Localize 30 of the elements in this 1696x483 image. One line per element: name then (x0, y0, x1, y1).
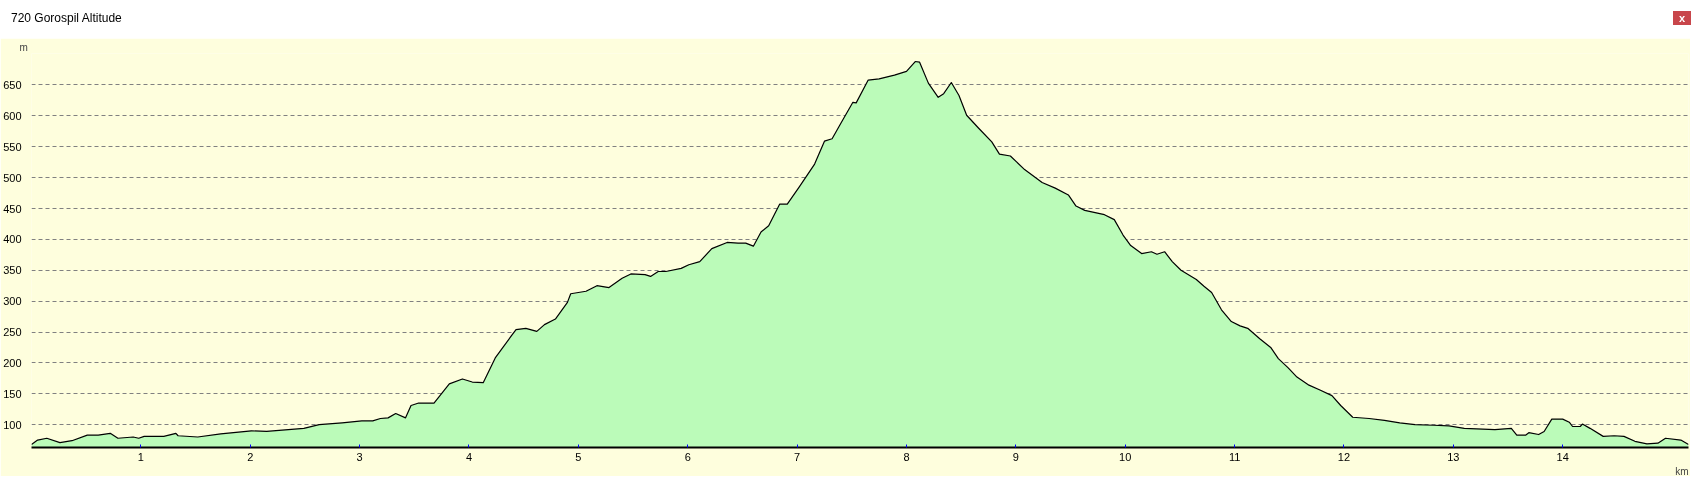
y-tick-label: 250 (3, 326, 22, 339)
x-tick-label: 4 (465, 450, 473, 463)
y-tick-label: 350 (3, 264, 22, 277)
x-axis-title: km (1675, 465, 1689, 477)
x-tick-label: 5 (575, 450, 582, 463)
x-tick-label: 13 (1447, 450, 1460, 463)
y-tick-label: 450 (3, 202, 22, 215)
y-tick-label: 600 (3, 109, 22, 122)
x-tick-label: 8 (903, 450, 910, 463)
x-tick-label: 12 (1337, 450, 1351, 463)
y-tick-label: 150 (3, 387, 22, 400)
x-tick-label: 1 (137, 450, 144, 463)
y-tick-label: 500 (3, 171, 22, 184)
y-tick-label: 100 (3, 418, 22, 431)
x-tick-label: 6 (684, 450, 691, 463)
y-tick-label: 550 (3, 140, 22, 153)
x-tick-label: 14 (1556, 450, 1569, 463)
text: x (1672, 11, 1691, 26)
chart-title: 720 Gorospil Altitude (11, 10, 122, 28)
y-tick-label: 400 (3, 233, 22, 246)
y-tick-label: 650 (3, 79, 22, 91)
x-tick-label: 3 (356, 450, 363, 463)
y-tick-label: 200 (3, 356, 22, 369)
x-tick-label: 2 (247, 450, 254, 463)
x-tick-label: 7 (794, 450, 801, 463)
x-tick-label: 11 (1228, 450, 1241, 463)
y-axis-title: m (19, 41, 28, 53)
y-tick-label: 300 (3, 295, 22, 308)
x-tick-label: 9 (1012, 450, 1019, 463)
x-tick-label: 10 (1119, 450, 1132, 463)
